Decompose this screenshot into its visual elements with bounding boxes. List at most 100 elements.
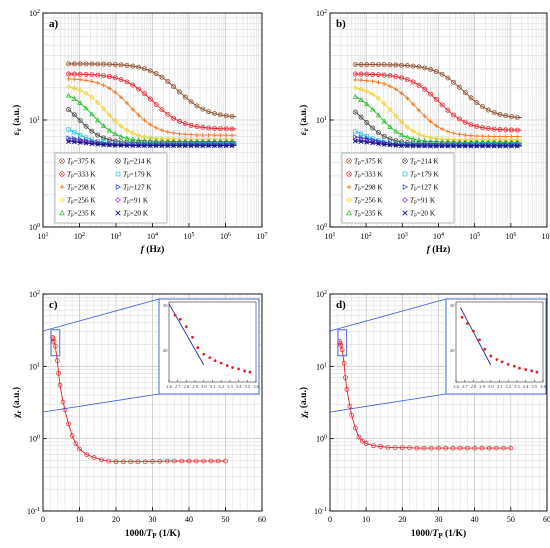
tick-exp: 1 xyxy=(37,362,40,368)
marker xyxy=(77,87,83,93)
marker xyxy=(451,143,457,149)
marker xyxy=(498,127,502,132)
marker xyxy=(165,79,171,85)
marker xyxy=(136,87,141,91)
marker xyxy=(115,171,121,177)
marker xyxy=(393,113,399,119)
ylabel-sub: r xyxy=(302,411,310,414)
marker xyxy=(474,143,480,149)
plot-area xyxy=(65,61,237,149)
tick-exp: 1 xyxy=(37,116,40,122)
marker xyxy=(393,142,399,148)
y-tick-label: 100 xyxy=(316,223,327,232)
tick-exp: -1 xyxy=(322,507,327,513)
legend-label: TP=214 K xyxy=(410,158,439,168)
marker xyxy=(177,119,182,123)
marker xyxy=(101,61,107,67)
legend: TP=375 KTP=333 KTP=298 KTP=256 KTP=235 K… xyxy=(341,152,455,224)
tick-exp: 6 xyxy=(228,232,231,238)
marker xyxy=(160,75,164,79)
inset-point xyxy=(243,369,247,373)
xlabel-sub: P xyxy=(438,532,443,540)
data-point xyxy=(66,421,71,427)
marker xyxy=(183,95,187,99)
marker xyxy=(142,143,147,149)
x-tick-label: 20 xyxy=(398,515,406,524)
marker xyxy=(77,118,83,124)
xlabel-unit: (Hz) xyxy=(430,244,450,255)
data-point xyxy=(179,458,185,464)
data-point xyxy=(399,445,405,451)
marker xyxy=(142,67,147,71)
marker xyxy=(411,80,415,84)
marker xyxy=(353,72,357,76)
marker xyxy=(171,84,177,90)
inset-x-tick-label: 3.6 xyxy=(540,384,546,389)
marker xyxy=(364,101,370,107)
legend-sub: P xyxy=(127,162,130,167)
marker xyxy=(130,82,136,88)
inset-x-tick-label: 3.1 xyxy=(210,384,216,389)
marker xyxy=(135,137,142,143)
marker xyxy=(358,78,364,83)
marker xyxy=(370,62,376,68)
data-point xyxy=(508,445,514,451)
legend-sub: P xyxy=(358,214,361,219)
panel-label: d) xyxy=(336,299,346,311)
x-tick-label: 105 xyxy=(184,232,195,241)
marker xyxy=(402,210,408,216)
marker xyxy=(206,143,212,149)
marker xyxy=(480,126,485,130)
marker xyxy=(171,84,176,89)
marker xyxy=(423,66,427,70)
xlabel-unit: (Hz) xyxy=(144,244,164,255)
marker xyxy=(90,73,94,77)
marker xyxy=(451,79,457,85)
marker xyxy=(382,63,386,67)
legend-T: T xyxy=(67,197,72,205)
series-375K xyxy=(352,62,522,120)
marker xyxy=(375,62,381,68)
marker xyxy=(195,124,199,129)
x-tick-label: 104 xyxy=(433,232,444,241)
marker xyxy=(480,125,486,131)
marker xyxy=(440,103,444,107)
legend-sub: P xyxy=(414,162,417,167)
data-point xyxy=(371,443,376,449)
marker xyxy=(71,112,77,118)
data-point xyxy=(338,343,344,348)
marker xyxy=(422,65,428,71)
x-tick-label: 103 xyxy=(397,232,408,241)
legend-value: =91 K xyxy=(417,197,436,205)
series-333K xyxy=(352,71,522,133)
marker xyxy=(509,128,514,132)
marker xyxy=(474,100,480,106)
marker xyxy=(182,121,188,127)
legend-T: T xyxy=(354,158,359,166)
marker xyxy=(376,80,381,85)
marker xyxy=(402,184,409,190)
marker xyxy=(446,108,450,112)
data-point xyxy=(208,458,214,464)
tick-exp: 1 xyxy=(324,116,327,122)
marker xyxy=(95,61,101,67)
x-tick-label: 101 xyxy=(38,232,49,241)
inset-y-tick-label: 30 xyxy=(163,303,168,308)
xlabel-unit: (1/K) xyxy=(157,528,180,539)
panel-label: a) xyxy=(49,18,59,30)
marker xyxy=(504,114,508,118)
data-point xyxy=(62,407,68,413)
legend-label: TP=333 K xyxy=(354,171,383,181)
marker xyxy=(188,143,194,149)
legend-label: TP=91 K xyxy=(123,197,149,207)
legend-label: TP=333 K xyxy=(67,171,96,181)
marker xyxy=(416,137,422,143)
inset-point xyxy=(465,322,469,325)
legend-value: =298 K xyxy=(74,184,97,192)
x-tick-label: 107 xyxy=(257,232,268,241)
marker xyxy=(200,124,206,130)
tick-exp: 0 xyxy=(324,223,327,229)
marker xyxy=(393,62,399,68)
marker xyxy=(72,77,77,82)
marker xyxy=(514,143,520,149)
